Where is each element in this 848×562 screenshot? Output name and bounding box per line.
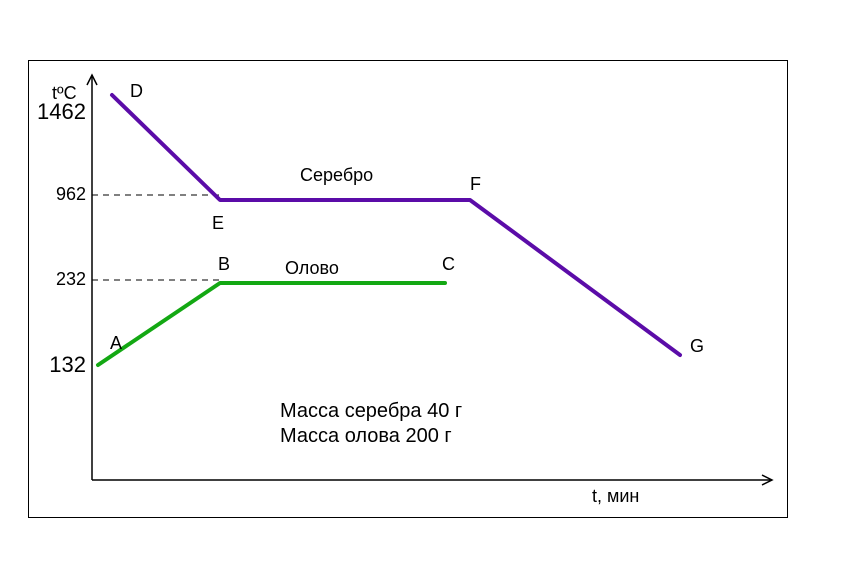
point-label-G: G (690, 336, 704, 357)
point-label-E: E (212, 213, 224, 234)
y-tick-label: 962 (56, 184, 86, 205)
chart-svg (0, 0, 848, 562)
chart-caption: Масса серебра 40 г (280, 400, 462, 423)
series-label-tin: Олово (285, 258, 339, 279)
x-axis-title: t, мин (592, 486, 639, 507)
point-label-D: D (130, 81, 143, 102)
y-tick-label: 132 (49, 352, 86, 378)
point-label-A: A (110, 333, 122, 354)
y-tick-label: 232 (56, 269, 86, 290)
point-label-B: B (218, 254, 230, 275)
chart-caption: Масса олова 200 г (280, 425, 452, 448)
y-tick-label: 1462 (37, 99, 86, 125)
point-label-C: C (442, 254, 455, 275)
point-label-F: F (470, 174, 481, 195)
series-label-silver: Серебро (300, 165, 373, 186)
